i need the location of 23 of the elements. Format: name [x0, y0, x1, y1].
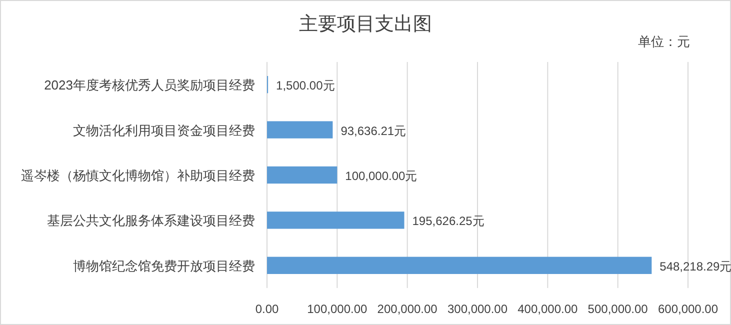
bar [267, 121, 333, 138]
data-label: 1,500.00元 [276, 78, 335, 93]
y-tick-label: 遥岑楼（杨慎文化博物馆）补助项目经费 [21, 168, 255, 183]
x-tick-label: 100,000.00 [307, 302, 368, 316]
y-tick-label: 文物活化利用项目资金项目经费 [73, 122, 255, 138]
x-tick-label: 300,000.00 [447, 302, 508, 316]
data-label: 548,218.29元 [660, 259, 731, 274]
data-label: 93,636.21元 [340, 124, 406, 138]
data-label: 100,000.00元 [345, 169, 418, 183]
x-tick-label: 0.00 [255, 302, 279, 316]
bar [267, 256, 652, 274]
y-tick-label: 2023年度考核优秀人员奖励项目经费 [44, 78, 255, 93]
chart-title: 主要项目支出图 [299, 13, 432, 35]
bar [267, 212, 404, 229]
x-tick-label: 600,000.00 [658, 302, 718, 316]
bar [267, 166, 338, 184]
y-tick-label: 基层公共文化服务体系建设项目经费 [47, 213, 255, 228]
x-tick-label: 400,000.00 [518, 302, 578, 316]
y-tick-label: 博物馆纪念馆免费开放项目经费 [73, 258, 255, 274]
text: 单位：元 [638, 34, 690, 49]
x-tick-label: 500,000.00 [588, 302, 648, 316]
data-label: 195,626.25元 [412, 214, 484, 228]
x-tick-label: 200,000.00 [377, 302, 438, 316]
